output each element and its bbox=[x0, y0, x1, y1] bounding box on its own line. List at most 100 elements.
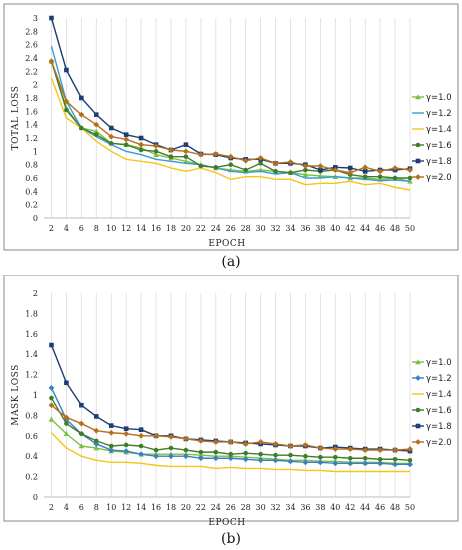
total-loss-series-5-point-7 bbox=[138, 135, 144, 141]
mask-loss-x-tick-label: 44 bbox=[360, 503, 370, 512]
mask-loss-y-tick-label: 1.4 bbox=[25, 350, 38, 359]
mask-loss-series-2-point-16 bbox=[272, 457, 279, 464]
total-loss-series-4-point-9 bbox=[168, 154, 174, 159]
mask-loss-series-4-point-16 bbox=[273, 452, 278, 458]
total-loss-legend-label-5: γ=1.8 bbox=[426, 157, 452, 167]
total-loss-series-4-point-25 bbox=[407, 175, 413, 181]
mask-loss-y-tick-label: 0.4 bbox=[25, 452, 38, 461]
mask-loss-series-4-point-9 bbox=[168, 445, 174, 451]
total-loss-y-tick-label: 2.8 bbox=[25, 27, 38, 36]
mask-loss-x-tick-label: 30 bbox=[256, 503, 266, 512]
mask-loss-series-2-point-9 bbox=[168, 453, 174, 460]
total-loss-x-tick-label: 44 bbox=[360, 224, 370, 233]
total-loss-series-1-point-10 bbox=[183, 158, 189, 164]
total-loss-legend-series-5-point-1 bbox=[415, 158, 421, 164]
total-loss-series-6-point-6 bbox=[123, 136, 130, 143]
total-loss-series-5-point-22 bbox=[362, 169, 368, 174]
mask-loss-series-4-point-15 bbox=[258, 451, 263, 457]
total-loss-series-4-point-4 bbox=[93, 132, 99, 137]
total-loss-series-6-point-16 bbox=[272, 160, 279, 167]
mask-loss-y-tick-label: 0.6 bbox=[25, 432, 38, 441]
total-loss-legend-series-6-point-1 bbox=[415, 174, 421, 180]
total-loss-x-tick-label: 16 bbox=[151, 224, 161, 233]
total-loss-y-tick-label: 0 bbox=[33, 214, 38, 223]
total-loss-series-6-point-5 bbox=[108, 133, 115, 140]
total-loss-series-1-point-19 bbox=[317, 173, 324, 179]
mask-loss-series-5-point-3 bbox=[79, 402, 84, 408]
total-loss-x-tick-label: 36 bbox=[300, 224, 310, 233]
total-loss-series-6-point-22 bbox=[362, 164, 369, 171]
mask-loss-legend-label-2: γ=1.2 bbox=[426, 374, 452, 384]
mask-loss-x-tick-label: 46 bbox=[375, 503, 385, 512]
total-loss-legend-label-6: γ=2.0 bbox=[426, 173, 452, 183]
total-loss-x-tick-label: 30 bbox=[256, 224, 266, 233]
mask-loss-x-tick-label: 2 bbox=[49, 503, 54, 512]
total-loss-series-4-point-22 bbox=[362, 174, 368, 179]
mask-loss-series-2-point-11 bbox=[197, 455, 204, 462]
total-loss-series-6-point-11 bbox=[197, 151, 204, 158]
mask-loss-series-6-point-24 bbox=[392, 447, 398, 453]
mask-loss-series-6-point-9 bbox=[168, 433, 174, 440]
mask-loss-x-tick-label: 36 bbox=[300, 503, 310, 512]
total-loss-series-6-point-20 bbox=[332, 167, 339, 173]
total-loss-y-tick-label: 1 bbox=[33, 147, 38, 156]
mask-loss-series-6-point-3 bbox=[78, 420, 85, 427]
mask-loss-x-tick-label: 22 bbox=[196, 503, 206, 512]
mask-loss-series-4-point-8 bbox=[153, 447, 159, 453]
mask-loss-series-4-point-17 bbox=[288, 452, 293, 458]
total-loss-x-tick-label: 4 bbox=[64, 224, 69, 233]
total-loss-series-4-point-8 bbox=[153, 149, 159, 154]
mask-loss-series-4-point-18 bbox=[303, 453, 308, 459]
mask-loss-legend-series-1-point-1 bbox=[415, 359, 421, 365]
total-loss-series-5-point-1 bbox=[49, 15, 54, 21]
total-loss-x-tick-label: 50 bbox=[405, 224, 415, 233]
mask-loss-x-tick-label: 12 bbox=[121, 503, 131, 512]
mask-loss-x-tick-label: 20 bbox=[181, 503, 191, 512]
total-loss-series-5-point-19 bbox=[318, 167, 323, 173]
total-loss-series-6-point-15 bbox=[257, 155, 264, 161]
mask-loss-series-2-point-17 bbox=[287, 458, 294, 465]
total-loss-x-tick-label: 24 bbox=[211, 224, 221, 233]
mask-loss-series-6-point-5 bbox=[108, 429, 115, 436]
mask-loss-series-5-point-5 bbox=[108, 423, 114, 428]
total-loss-series-6-point-10 bbox=[183, 148, 189, 155]
total-loss-series-4-point-17 bbox=[288, 170, 293, 175]
total-loss-series-5-point-6 bbox=[123, 132, 129, 137]
total-loss-y-tick-label: 0.2 bbox=[25, 201, 38, 210]
total-loss-x-tick-label: 20 bbox=[181, 224, 191, 233]
total-loss-y-tick-label: 2.4 bbox=[25, 54, 38, 63]
mask-loss-series-4-point-20 bbox=[333, 454, 338, 460]
mask-loss-series-2-point-12 bbox=[212, 455, 219, 462]
mask-loss-series-5-point-4 bbox=[93, 414, 99, 419]
total-loss-series-4-point-10 bbox=[183, 154, 189, 159]
mask-loss-series-6-point-25 bbox=[407, 446, 413, 452]
total-loss-series-5-point-3 bbox=[79, 95, 84, 101]
chart-total-loss: 0 0.2 0.4 0.6 0.8 1 1.2 1.4 1.6 1.8 2 2.2 2.4 2.6 2.8 3… bbox=[3, 3, 459, 270]
mask-loss-series-4-point-6 bbox=[123, 442, 129, 448]
mask-loss-series-4-point-4 bbox=[93, 438, 99, 444]
total-loss-series-6-point-18 bbox=[302, 163, 309, 169]
mask-loss-legend-series-6-point-1 bbox=[415, 439, 421, 445]
total-loss-series-6-point-3 bbox=[78, 111, 85, 118]
mask-loss-y-tick-label: 1 bbox=[33, 391, 38, 400]
mask-loss-series-2-point-19 bbox=[317, 459, 324, 466]
total-loss-series-6-point-21 bbox=[347, 169, 354, 176]
mask-loss-legend-series-2-point-1 bbox=[415, 375, 421, 381]
total-loss-legend-label-4: γ=1.6 bbox=[426, 141, 452, 151]
mask-loss-series-4-point-7 bbox=[138, 443, 144, 449]
mask-loss-x-tick-label: 10 bbox=[106, 503, 116, 512]
mask-loss-x-tick-label: 26 bbox=[226, 503, 236, 512]
total-loss-series-5-point-21 bbox=[347, 165, 353, 171]
mask-loss-series-4-point-22 bbox=[362, 455, 368, 461]
total-loss-series-6-point-23 bbox=[377, 168, 384, 175]
mask-loss-series-6-point-23 bbox=[377, 447, 384, 453]
total-loss-series-6-point-4 bbox=[93, 121, 100, 128]
total-loss-series-4-point-23 bbox=[377, 174, 383, 179]
total-loss-x-tick-label: 2 bbox=[49, 224, 54, 233]
mask-loss-x-tick-label: 8 bbox=[94, 503, 99, 512]
total-loss-series-6-point-17 bbox=[287, 159, 294, 165]
mask-loss-series-2-point-6 bbox=[123, 448, 130, 454]
mask-loss-legend: γ=1.0 γ=1.2 γ=1.4 γ=1.6 γ=1.8 γ=2.0 bbox=[412, 358, 452, 448]
mask-loss-x-tick-label: 34 bbox=[285, 503, 295, 512]
mask-loss-series-6-point-6 bbox=[123, 430, 130, 437]
